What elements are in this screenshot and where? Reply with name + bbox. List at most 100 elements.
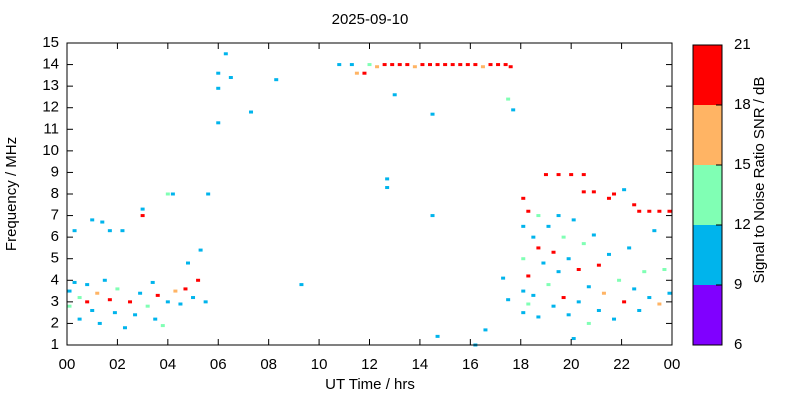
data-point bbox=[198, 248, 203, 252]
data-point bbox=[503, 63, 508, 67]
data-point bbox=[203, 300, 208, 304]
data-point bbox=[430, 112, 435, 116]
colorbar-segment bbox=[693, 285, 722, 345]
y-tick-label: 15 bbox=[42, 34, 59, 51]
y-tick-label: 10 bbox=[42, 142, 59, 159]
data-point bbox=[526, 274, 531, 278]
colorbar-tick-label: 21 bbox=[734, 36, 751, 53]
data-point bbox=[405, 63, 410, 67]
data-point bbox=[521, 196, 526, 200]
data-point bbox=[581, 173, 586, 177]
data-point bbox=[536, 246, 541, 250]
colorbar-tick-label: 18 bbox=[734, 96, 751, 113]
data-point bbox=[430, 214, 435, 218]
data-point bbox=[473, 63, 478, 67]
data-point bbox=[543, 173, 548, 177]
data-point bbox=[133, 313, 138, 317]
data-point bbox=[637, 209, 642, 213]
x-tick-label: 22 bbox=[613, 356, 630, 373]
data-point bbox=[160, 324, 165, 328]
data-point bbox=[443, 63, 448, 67]
data-point bbox=[249, 110, 254, 114]
data-point bbox=[521, 224, 526, 228]
data-point bbox=[299, 283, 304, 287]
data-point bbox=[390, 63, 395, 67]
y-tick-label: 4 bbox=[51, 271, 59, 288]
data-point bbox=[506, 298, 511, 302]
y-tick-label: 8 bbox=[51, 185, 59, 202]
data-point bbox=[173, 289, 178, 293]
y-tick-label: 6 bbox=[51, 228, 59, 245]
data-point bbox=[632, 203, 637, 207]
data-point bbox=[601, 291, 606, 295]
colorbar-label: Signal to Noise Ratio SNR / dB bbox=[751, 77, 768, 284]
data-point bbox=[107, 229, 112, 233]
x-axis-label: UT Time / hrs bbox=[325, 376, 415, 393]
data-point bbox=[556, 270, 561, 274]
y-axis-label: Frequency / MHz bbox=[3, 137, 20, 251]
data-point bbox=[420, 63, 425, 67]
y-tick-label: 12 bbox=[42, 99, 59, 116]
y-tick-label: 13 bbox=[42, 77, 59, 94]
data-point bbox=[150, 280, 155, 284]
y-tick-label: 14 bbox=[42, 56, 59, 73]
data-point bbox=[77, 317, 82, 321]
data-point bbox=[90, 308, 95, 312]
x-tick-label: 08 bbox=[260, 356, 277, 373]
data-point bbox=[349, 63, 354, 67]
x-tick-label: 02 bbox=[109, 356, 126, 373]
data-point bbox=[657, 209, 662, 213]
data-point bbox=[170, 192, 175, 196]
data-point bbox=[428, 63, 432, 67]
colorbar-tick-label: 9 bbox=[734, 276, 742, 293]
data-point bbox=[206, 192, 211, 196]
data-point bbox=[571, 337, 576, 341]
colorbar-segment bbox=[693, 105, 722, 165]
data-point bbox=[153, 317, 158, 321]
data-point bbox=[120, 229, 125, 233]
x-tick-label: 12 bbox=[361, 356, 378, 373]
data-point bbox=[337, 63, 342, 67]
data-point bbox=[102, 278, 107, 282]
data-point bbox=[354, 71, 359, 75]
data-point bbox=[67, 289, 72, 293]
data-point bbox=[667, 209, 672, 213]
data-point bbox=[382, 63, 387, 67]
data-point bbox=[531, 235, 536, 239]
x-tick-label: 20 bbox=[563, 356, 580, 373]
data-point bbox=[178, 302, 183, 306]
data-point bbox=[576, 268, 581, 271]
data-point bbox=[536, 214, 541, 218]
data-point bbox=[596, 263, 601, 267]
data-point bbox=[274, 78, 279, 82]
data-point bbox=[521, 311, 526, 315]
x-tick-label: 18 bbox=[512, 356, 529, 373]
data-point bbox=[72, 229, 77, 233]
data-point bbox=[450, 63, 455, 67]
data-point bbox=[435, 63, 440, 67]
data-point bbox=[617, 278, 622, 282]
data-point bbox=[647, 209, 652, 213]
data-point bbox=[67, 304, 72, 308]
data-point bbox=[581, 242, 586, 246]
data-point bbox=[165, 300, 170, 304]
y-tick-label: 5 bbox=[51, 250, 59, 267]
y-tick-label: 11 bbox=[43, 120, 59, 137]
data-point bbox=[183, 287, 188, 291]
data-point bbox=[526, 302, 531, 306]
data-point bbox=[128, 300, 133, 304]
data-point bbox=[95, 291, 100, 295]
data-point bbox=[586, 321, 591, 325]
data-point bbox=[561, 235, 566, 239]
data-point bbox=[496, 63, 501, 67]
data-point bbox=[637, 308, 642, 312]
y-tick-label: 2 bbox=[51, 314, 59, 331]
data-point bbox=[508, 65, 513, 69]
data-point bbox=[115, 287, 120, 291]
data-point bbox=[196, 278, 201, 282]
data-point bbox=[546, 283, 551, 287]
data-point bbox=[140, 207, 145, 211]
data-point bbox=[531, 293, 536, 297]
data-point bbox=[397, 63, 402, 67]
data-point bbox=[122, 326, 127, 330]
